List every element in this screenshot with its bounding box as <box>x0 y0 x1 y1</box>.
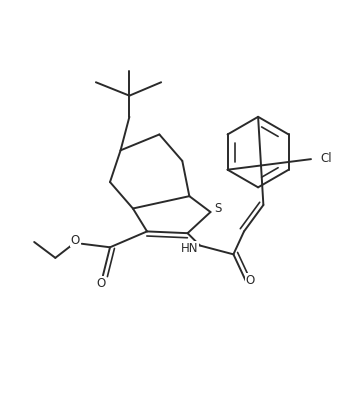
Text: O: O <box>71 234 80 247</box>
Text: HN: HN <box>181 242 198 255</box>
Text: O: O <box>97 277 106 290</box>
Text: Cl: Cl <box>321 152 332 165</box>
Text: S: S <box>215 202 222 215</box>
Text: O: O <box>245 274 255 286</box>
